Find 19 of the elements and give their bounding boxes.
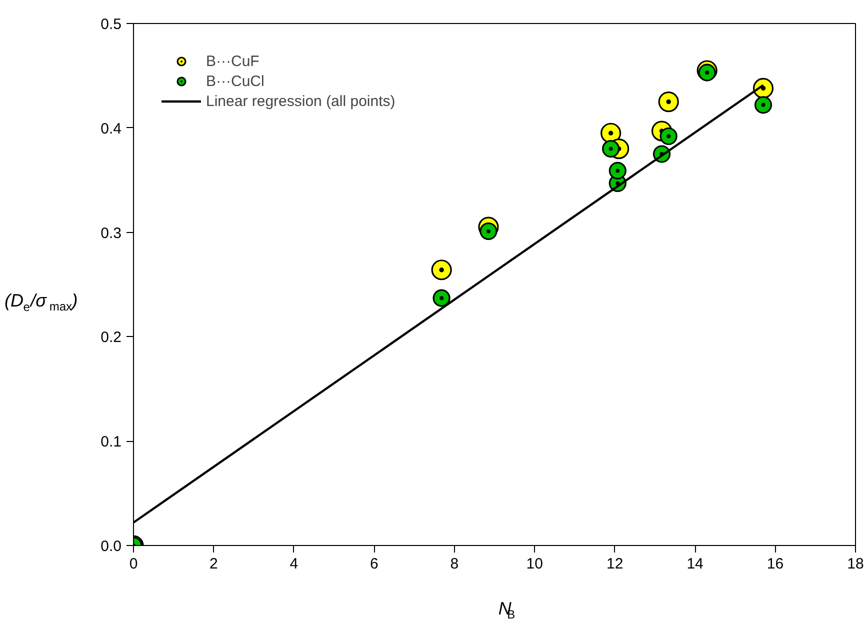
- y-tick-label: 0.0: [100, 538, 122, 555]
- y-tick-label: 0.1: [100, 434, 122, 451]
- x-tick-label: 16: [766, 556, 784, 572]
- x-tick-label: 6: [370, 556, 378, 572]
- legend-label: B···CuCl: [206, 72, 264, 90]
- x-tick-label: 8: [450, 556, 459, 572]
- x-tick-label: 12: [606, 556, 624, 572]
- x-tick-label: 18: [847, 556, 864, 572]
- x-tick-label: 10: [526, 556, 543, 572]
- y-tick-label: 0.4: [100, 120, 122, 138]
- x-tick-label: 2: [210, 556, 218, 572]
- y-tick-label: 0.3: [100, 224, 122, 242]
- y-tick-label: 0.2: [100, 329, 122, 346]
- x-tick-label: 4: [290, 556, 298, 572]
- y-tick-label: 0.5: [100, 16, 122, 33]
- x-tick-label: 14: [686, 556, 704, 572]
- legend-label: B···CuF: [206, 52, 260, 70]
- legend-label: Linear regression (all points): [206, 92, 396, 110]
- x-tick-label: 0: [129, 556, 138, 572]
